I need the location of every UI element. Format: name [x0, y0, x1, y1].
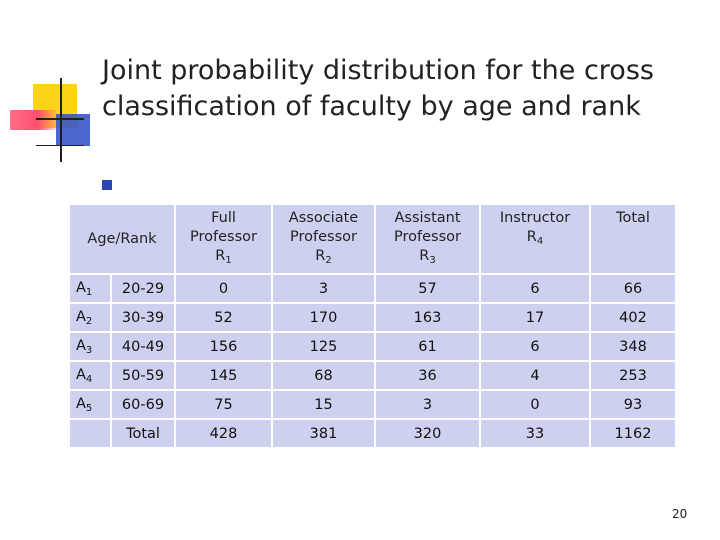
- table-cell-total: 66: [591, 275, 675, 302]
- decor-vertical-line: [60, 78, 62, 162]
- row-symbol: A1: [70, 275, 110, 302]
- empty-cell: [70, 420, 110, 447]
- table-cell: 15: [273, 391, 374, 418]
- joint-distribution-table: Age/Rank Full Professor R1 Associate Pro…: [68, 203, 677, 449]
- table-cell-total: 428: [176, 420, 271, 447]
- column-header-symbol: R: [315, 247, 326, 264]
- table-cell-total: 93: [591, 391, 675, 418]
- table-cell: 156: [176, 333, 271, 360]
- column-header-line1: Assistant: [394, 209, 461, 226]
- table-cell: 57: [376, 275, 479, 302]
- column-header: Full Professor R1: [176, 205, 271, 273]
- table-cell-total: 320: [376, 420, 479, 447]
- column-header-subscript: 2: [325, 254, 332, 266]
- table-cell: 4: [481, 362, 589, 389]
- column-header-line1: Full: [211, 209, 236, 226]
- table-cell-total: 381: [273, 420, 374, 447]
- table-cell: 52: [176, 304, 271, 331]
- bullet-square-icon: [102, 180, 112, 190]
- page-number: 20: [672, 507, 688, 521]
- total-row-label: Total: [112, 420, 174, 447]
- column-header-symbol: R: [526, 229, 537, 245]
- decor-red-bar: [10, 110, 56, 130]
- table-cell: 6: [481, 333, 589, 360]
- slide-title: Joint probability distribution for the c…: [102, 55, 654, 122]
- table-cell: 0: [481, 391, 589, 418]
- row-age-range: 30-39: [112, 304, 174, 331]
- table-cell: 6: [481, 275, 589, 302]
- row-symbol: A2: [70, 304, 110, 331]
- column-header-total: Total: [591, 205, 675, 273]
- table-row: A1 20-29 0 3 57 6 66: [70, 275, 675, 302]
- column-header-line1: Instructor: [499, 210, 571, 226]
- column-header: Instructor R4: [481, 205, 589, 273]
- table-cell-total: 33: [481, 420, 589, 447]
- table-row: A2 30-39 52 170 163 17 402: [70, 304, 675, 331]
- column-header-line1: Total: [616, 210, 650, 226]
- table-header-row: Age/Rank Full Professor R1 Associate Pro…: [70, 205, 675, 273]
- column-header-subscript: 3: [429, 254, 436, 266]
- table-row: A4 50-59 145 68 36 4 253: [70, 362, 675, 389]
- column-header-line2: Professor: [394, 228, 461, 245]
- column-header-line2: Professor: [190, 228, 257, 245]
- row-symbol: A4: [70, 362, 110, 389]
- column-header-symbol: R: [419, 247, 430, 264]
- table-cell: 17: [481, 304, 589, 331]
- table-total-row: Total 428 381 320 33 1162: [70, 420, 675, 447]
- table-cell: 170: [273, 304, 374, 331]
- table-cell-total: 253: [591, 362, 675, 389]
- table-cell: 61: [376, 333, 479, 360]
- table-cell: 0: [176, 275, 271, 302]
- table-cell: 125: [273, 333, 374, 360]
- decor-horizontal-line-lower: [36, 145, 84, 146]
- row-age-range: 40-49: [112, 333, 174, 360]
- table-cell: 3: [273, 275, 374, 302]
- row-symbol: A3: [70, 333, 110, 360]
- column-header-line1: Associate: [288, 209, 359, 226]
- row-age-range: 20-29: [112, 275, 174, 302]
- column-header: Associate Professor R2: [273, 205, 374, 273]
- table-row: A3 40-49 156 125 61 6 348: [70, 333, 675, 360]
- column-header: Assistant Professor R3: [376, 205, 479, 273]
- table-cell: 145: [176, 362, 271, 389]
- row-age-range: 50-59: [112, 362, 174, 389]
- decor-horizontal-line: [36, 118, 84, 120]
- row-symbol: A5: [70, 391, 110, 418]
- table-cell-total: 348: [591, 333, 675, 360]
- row-age-range: 60-69: [112, 391, 174, 418]
- column-header-symbol: R: [215, 247, 226, 264]
- column-header-subscript: 4: [536, 236, 544, 247]
- table-cell-grand-total: 1162: [591, 420, 675, 447]
- column-header-line2: Professor: [290, 228, 357, 245]
- table-row: A5 60-69 75 15 3 0 93: [70, 391, 675, 418]
- table-cell: 36: [376, 362, 479, 389]
- corner-header: Age/Rank: [70, 205, 174, 273]
- table-cell: 75: [176, 391, 271, 418]
- table-cell: 163: [376, 304, 479, 331]
- column-header-subscript: 1: [225, 254, 232, 266]
- table-cell: 68: [273, 362, 374, 389]
- table-cell: 3: [376, 391, 479, 418]
- table-cell-total: 402: [591, 304, 675, 331]
